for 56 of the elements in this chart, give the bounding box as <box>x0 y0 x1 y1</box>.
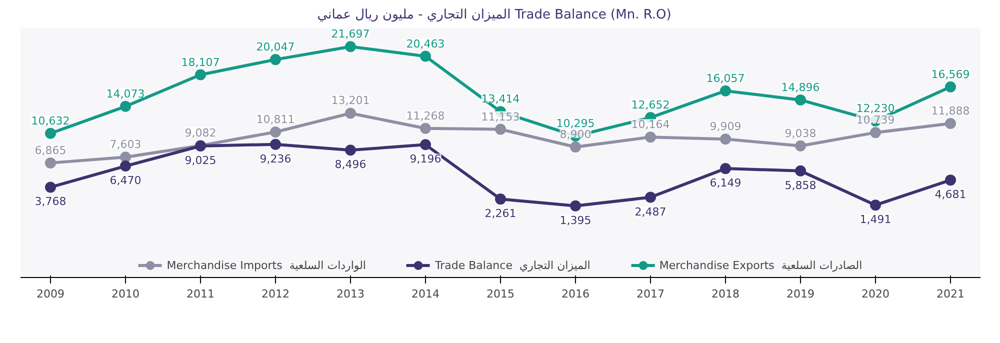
data-label: 6,865 <box>34 144 66 157</box>
data-label: 20,047 <box>256 40 295 54</box>
data-label: 4,681 <box>934 188 966 202</box>
data-label: 6,149 <box>710 176 742 190</box>
x-tick-label: 2018 <box>712 288 740 300</box>
data-label: 12,652 <box>631 98 670 112</box>
data-label: 7,603 <box>110 138 142 152</box>
x-tick-label: 2011 <box>186 288 215 300</box>
data-label: 13,414 <box>481 92 520 106</box>
data-label: 10,739 <box>856 114 895 127</box>
data-label: 6,470 <box>110 174 142 188</box>
data-label: 20,463 <box>406 37 445 50</box>
x-tick-label: 2017 <box>636 288 665 300</box>
x-tick-label: 2020 <box>862 288 890 300</box>
data-label: 11,888 <box>931 104 970 118</box>
data-label: 18,107 <box>181 56 220 69</box>
x-tick-label: 2014 <box>412 288 440 300</box>
data-label: 10,295 <box>556 117 595 130</box>
data-label: 8,900 <box>560 128 592 141</box>
data-label: 14,073 <box>106 87 145 100</box>
data-label: 16,057 <box>706 72 745 85</box>
data-label: 1,395 <box>560 214 592 227</box>
data-label: 14,896 <box>781 80 820 94</box>
data-label: 9,236 <box>260 152 292 166</box>
legend-label: Trade Balance الميزان التجاري <box>434 258 590 272</box>
x-tick-label: 2021 <box>936 288 965 300</box>
data-label: 2,487 <box>634 205 666 218</box>
data-label: 12,230 <box>856 102 895 115</box>
data-label: 3,768 <box>34 195 66 208</box>
data-label: 16,569 <box>931 68 970 81</box>
data-label: 9,196 <box>410 152 442 166</box>
data-label: 8,496 <box>334 158 366 172</box>
data-label: 10,164 <box>631 118 670 132</box>
data-label: 5,858 <box>784 178 816 192</box>
data-label: 9,038 <box>784 126 816 140</box>
data-label: 9,082 <box>184 126 216 140</box>
legend-label: Merchandise Exports الصادرات السلعية <box>659 258 862 272</box>
data-label: 10,811 <box>256 112 295 126</box>
data-label: 11,268 <box>406 109 445 122</box>
data-label: 13,201 <box>331 94 370 108</box>
x-tick-label: 2016 <box>562 288 590 300</box>
x-tick-label: 2012 <box>262 288 290 300</box>
data-label: 9,909 <box>710 120 742 134</box>
x-tick-label: 2013 <box>336 288 365 300</box>
data-label: 9,025 <box>184 154 216 167</box>
x-tick-label: 2015 <box>486 288 515 300</box>
data-label: 10,632 <box>31 114 70 128</box>
data-label: 21,697 <box>331 28 370 41</box>
data-label: 11,153 <box>481 110 520 124</box>
legend-label: Merchandise Imports الواردات السلعية <box>166 258 366 272</box>
chart-title: الميزان التجاري - مليون ريال عماني Trade Balance (Mn. R.O) <box>317 8 672 22</box>
x-tick-label: 2019 <box>786 288 815 300</box>
data-label: 1,491 <box>860 213 892 226</box>
x-tick-label: 2010 <box>112 288 140 300</box>
x-tick-label: 2009 <box>36 288 65 300</box>
data-label: 2,261 <box>484 207 516 220</box>
